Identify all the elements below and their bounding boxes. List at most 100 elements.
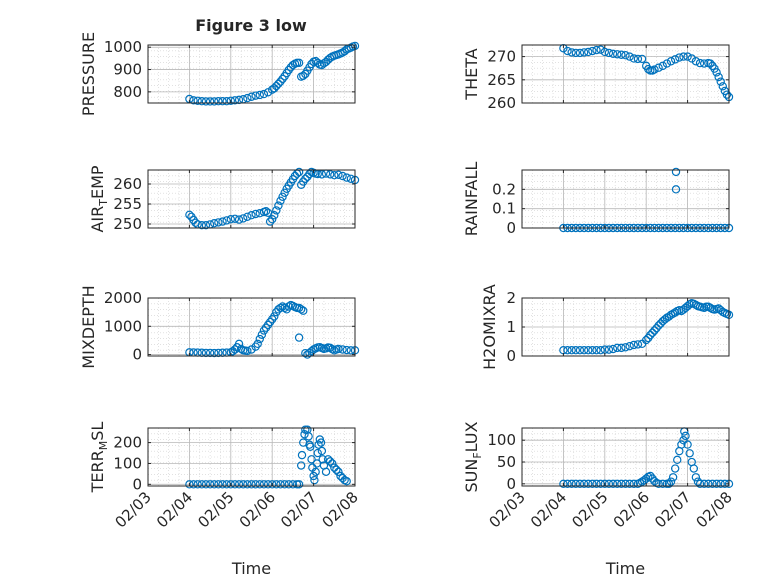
data-point: [608, 479, 618, 489]
y-tick-label: 0.2: [492, 180, 516, 198]
data-point: [567, 48, 576, 57]
data-point: [664, 479, 674, 489]
data-point: [654, 63, 663, 72]
data-point: [699, 479, 709, 489]
y-tick-label: 900: [113, 61, 142, 79]
data-point: [584, 479, 593, 489]
data-point: [301, 174, 310, 183]
data-point: [288, 480, 298, 489]
data-point: [629, 340, 638, 350]
data-point: [579, 479, 589, 489]
data-point: [625, 341, 634, 351]
data-point: [584, 346, 593, 355]
data-point: [559, 479, 568, 489]
data-point: [608, 344, 618, 354]
data-point: [584, 47, 593, 57]
data-point: [646, 330, 655, 340]
data-point: [205, 480, 215, 489]
data-point: [683, 52, 692, 61]
data-point: [346, 346, 356, 355]
data-point: [222, 216, 231, 225]
data-point: [210, 97, 219, 106]
data-point: [259, 480, 269, 489]
tick-marks-theta: [521, 45, 730, 104]
subplot-theta: 260 265 270 THETA: [462, 44, 734, 112]
data-point: [218, 217, 227, 226]
data-point: [193, 96, 202, 105]
data-point: [588, 479, 597, 489]
data-point: [263, 480, 273, 489]
data-point: [666, 477, 676, 486]
data-point: [650, 65, 659, 74]
x-axis-label-sun-flux: Time: [605, 559, 645, 578]
data-point: [218, 480, 227, 489]
data-point: [230, 96, 240, 105]
data-point: [342, 173, 351, 182]
data-point: [658, 61, 667, 71]
axes-box-terr-msl: [147, 427, 356, 487]
tick-marks-rainfall: [521, 170, 730, 229]
figure-title: Figure 3 low: [195, 16, 307, 35]
data-point: [185, 210, 194, 219]
subplot-rainfall: 00.1 0.2 RAINFALL: [462, 162, 734, 237]
data-point: [683, 440, 692, 449]
y-axis-label-theta: THETA: [462, 48, 481, 100]
y-tick-label: 1000: [104, 38, 142, 56]
data-point: [201, 220, 211, 230]
data-point: [679, 52, 688, 61]
data-point: [689, 464, 699, 473]
data-point: [621, 51, 630, 60]
points-mixdepth: [185, 300, 360, 359]
data-point: [243, 93, 252, 103]
data-point: [284, 302, 293, 311]
data-point: [617, 50, 626, 59]
data-point: [604, 48, 614, 58]
data-point: [251, 209, 260, 219]
data-point: [278, 302, 287, 311]
data-point: [201, 97, 211, 106]
data-point: [247, 92, 256, 101]
data-point: [670, 55, 680, 64]
data-point: [338, 171, 347, 181]
y-tick-label: 260: [487, 94, 516, 112]
plot-area-sun-flux: [522, 428, 729, 486]
points-h2omixra: [559, 299, 734, 355]
data-point: [579, 48, 589, 57]
data-point: [608, 49, 618, 59]
y-tick-label: 250: [113, 215, 142, 233]
data-point: [342, 477, 351, 486]
data-point: [648, 328, 657, 337]
data-point: [255, 334, 264, 344]
y-axis-label-h2omixra: H2OMIXRA: [480, 284, 499, 370]
data-point: [259, 89, 269, 99]
data-point: [268, 480, 277, 489]
subplot-mixdepth: 0 1000 2000 MIXDEPTH: [79, 285, 360, 369]
data-point: [300, 430, 309, 439]
data-point: [278, 74, 287, 84]
data-point: [704, 479, 713, 489]
data-point: [563, 346, 572, 355]
data-point: [247, 345, 256, 354]
data-point: [276, 480, 285, 489]
data-point: [230, 480, 240, 489]
data-point: [325, 343, 335, 352]
data-point: [571, 48, 581, 58]
data-point: [239, 480, 248, 489]
data-point: [706, 59, 715, 68]
data-point: [716, 479, 725, 489]
y-tick-label: 0: [506, 475, 516, 493]
data-point: [621, 479, 630, 489]
data-point: [226, 96, 235, 105]
data-point: [588, 346, 597, 355]
data-point: [334, 344, 343, 354]
data-point: [675, 53, 684, 62]
data-point: [313, 58, 322, 68]
points-air-temp: [185, 167, 360, 230]
data-point: [334, 467, 343, 477]
data-point: [668, 473, 678, 482]
data-point: [239, 214, 248, 223]
data-point: [272, 81, 281, 91]
data-point: [317, 170, 327, 179]
data-point: [201, 480, 211, 489]
